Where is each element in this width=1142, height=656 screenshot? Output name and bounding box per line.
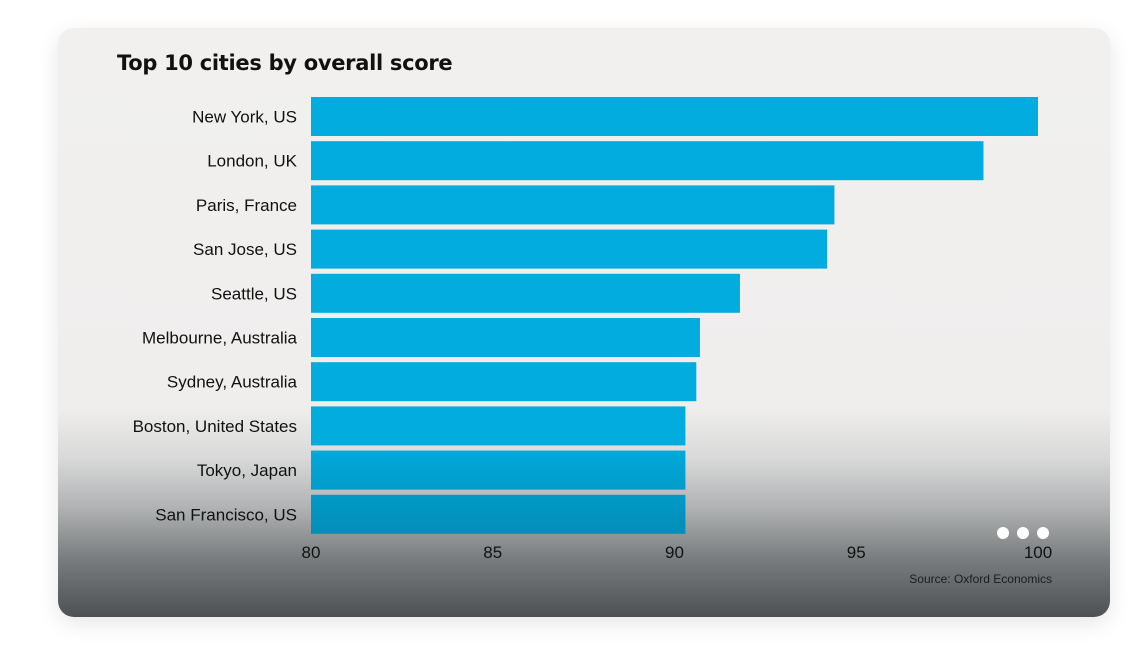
- category-label: Melbourne, Australia: [142, 329, 298, 348]
- bar-shade: [311, 494, 686, 534]
- bar-shade: [311, 97, 1038, 136]
- chart-card: Top 10 cities by overall score New York,…: [58, 28, 1110, 617]
- category-label: Sydney, Australia: [167, 373, 298, 392]
- category-label: New York, US: [192, 108, 297, 127]
- bar-shade: [311, 185, 835, 225]
- x-tick-label: 95: [847, 543, 866, 562]
- bar-shade: [311, 141, 984, 181]
- x-tick-label: 85: [483, 543, 502, 562]
- category-label: Tokyo, Japan: [197, 461, 297, 480]
- carousel-dot[interactable]: [1037, 527, 1049, 539]
- bar-shade: [311, 273, 740, 313]
- carousel-dot[interactable]: [997, 527, 1009, 539]
- source-note: Source: Oxford Economics: [909, 572, 1052, 586]
- carousel-dot[interactable]: [1017, 527, 1029, 539]
- chart-title: Top 10 cities by overall score: [117, 51, 453, 75]
- category-label: Paris, France: [196, 196, 297, 215]
- category-label: Seattle, US: [211, 284, 297, 303]
- x-tick-label: 100: [1024, 543, 1052, 562]
- x-tick-label: 80: [302, 543, 321, 562]
- carousel-dots[interactable]: [997, 527, 1049, 539]
- bar-chart: New York, US London, UK Paris, France San J…: [133, 97, 1052, 562]
- bar-shade: [311, 318, 700, 357]
- category-label: London, UK: [207, 152, 297, 171]
- bar-shade: [311, 362, 697, 402]
- category-label: San Francisco, US: [155, 505, 297, 524]
- x-tick-label: 90: [665, 543, 684, 562]
- bar-shade: [311, 229, 828, 269]
- bar-shade: [311, 406, 686, 446]
- bar-shade: [311, 450, 686, 490]
- category-label: Boston, United States: [133, 417, 297, 436]
- category-label: San Jose, US: [193, 240, 297, 259]
